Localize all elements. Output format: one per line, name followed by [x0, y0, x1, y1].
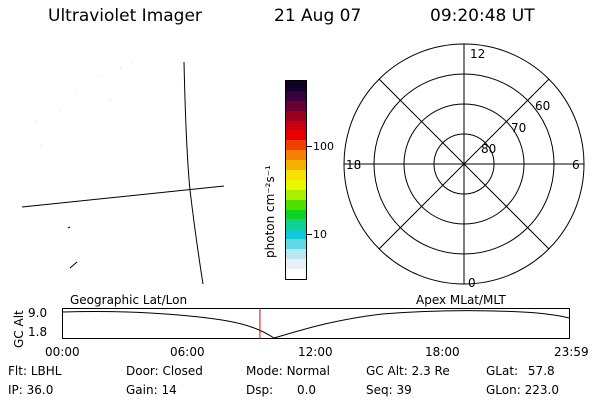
mlt-label-0: 0	[468, 276, 476, 290]
status-gc-alt: GC Alt: 2.3 Re	[366, 364, 450, 378]
status-glon: GLon: 223.0	[486, 383, 559, 397]
geographic-axis-title: Geographic Lat/Lon	[70, 293, 188, 307]
time-label: 09:20:48 UT	[430, 6, 535, 26]
colorbar-tick-100: 100	[313, 140, 334, 153]
colorbar-segment	[286, 219, 306, 230]
status-seq-value: 39	[396, 383, 412, 397]
status-gain: Gain: 14	[126, 383, 177, 397]
status-dsp-value: 0.0	[296, 383, 317, 397]
timeline-y-label: GC Alt	[12, 310, 26, 348]
mlt-label-6: 6	[572, 158, 580, 172]
latitude-line	[21, 185, 225, 208]
timeline-x-tick: 00:00	[45, 345, 80, 359]
longitude-line	[183, 61, 204, 285]
timeline-x-tick: 23:59	[554, 345, 589, 359]
status-flt: Flt: LBHL	[8, 364, 62, 378]
colorbar-segment	[286, 259, 306, 269]
status-ip-value: 36.0	[26, 383, 54, 397]
timeline-x-tick: 06:00	[170, 345, 205, 359]
status-mode-value: Normal	[286, 364, 330, 378]
status-glat: GLat: 57.8	[486, 364, 555, 378]
colorbar-segment	[286, 199, 306, 210]
mlat-label-80: 80	[481, 142, 496, 156]
mlat-label-60: 60	[535, 99, 550, 113]
status-glon-value: 223.0	[524, 383, 559, 397]
status-door: Door: Closed	[126, 364, 203, 378]
colorbar-segment	[286, 170, 306, 180]
apex-axis-title: Apex MLat/MLT	[416, 293, 506, 307]
colorbar-segment	[286, 249, 306, 260]
status-mode: Mode: Normal	[246, 364, 330, 378]
colorbar-tick	[306, 234, 312, 235]
colorbar-unit-label: photon cm⁻²s⁻¹	[263, 165, 277, 258]
colorbar-segment	[286, 120, 306, 131]
timeline-x-tick: 18:00	[425, 345, 460, 359]
status-flt-value: LBHL	[30, 364, 62, 378]
mlt-label-12: 12	[470, 47, 485, 61]
timeline-x-tick: 12:00	[298, 345, 333, 359]
timeline-frame	[62, 308, 570, 339]
status-gc-alt-value: 2.3 Re	[411, 364, 450, 378]
coastline-fragment	[67, 226, 71, 229]
colorbar-segment	[286, 150, 306, 161]
colorbar-segment	[286, 130, 306, 141]
status-dsp: Dsp: 0.0	[246, 383, 317, 397]
coastline-fragment	[69, 261, 78, 269]
mlat-label-70: 70	[511, 121, 526, 135]
colorbar-segment	[286, 100, 306, 111]
colorbar-tick	[306, 146, 312, 147]
status-door-value: Closed	[162, 364, 203, 378]
colorbar-segment	[286, 268, 306, 279]
status-gain-value: 14	[161, 383, 177, 397]
timeline-y-tick-bottom: 1.8	[28, 325, 48, 339]
status-ip: IP: 36.0	[8, 383, 54, 397]
colorbar-segment	[286, 90, 306, 101]
colorbar-segment	[286, 209, 306, 220]
instrument-title: Ultraviolet Imager	[48, 6, 202, 26]
altitude-curve	[62, 310, 570, 339]
colorbar-tick-10: 10	[313, 228, 327, 241]
timeline-y-tick-top: 9.0	[28, 306, 48, 320]
geographic-image-panel	[21, 61, 225, 285]
intensity-colorbar	[285, 80, 307, 280]
colorbar-segment	[286, 160, 306, 171]
status-seq: Seq: 39	[366, 383, 412, 397]
colorbar-segment	[286, 229, 306, 240]
colorbar-segment	[286, 239, 306, 250]
colorbar-segment	[286, 179, 306, 190]
status-glat-value: 57.8	[527, 364, 555, 378]
colorbar-segment	[286, 189, 306, 200]
polar-mlt-plot: 12 18 6 0 60 70 80	[343, 43, 585, 290]
colorbar-segment	[286, 110, 306, 121]
date-label: 21 Aug 07	[274, 6, 362, 26]
altitude-timeline	[62, 308, 570, 339]
mlt-label-18: 18	[346, 158, 361, 172]
colorbar-segment	[286, 140, 306, 151]
colorbar-segment	[286, 81, 306, 91]
